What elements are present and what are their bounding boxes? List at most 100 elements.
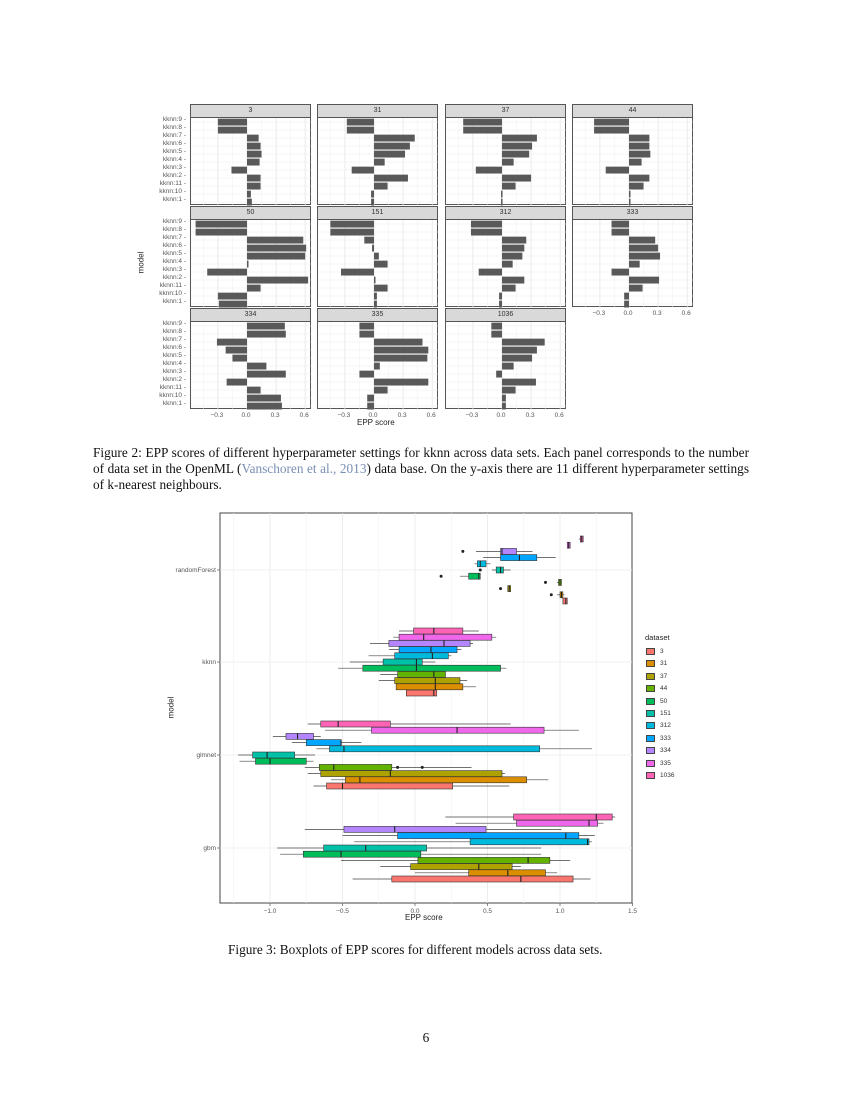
svg-text:gbm: gbm bbox=[203, 845, 216, 852]
x-tick-label: 0.6 bbox=[681, 310, 691, 317]
x-tick-label: −0.3 bbox=[210, 412, 224, 419]
facet-panel-37 bbox=[445, 117, 567, 206]
figure-2-xlabel: EPP score bbox=[357, 418, 395, 427]
legend-key-151 bbox=[646, 710, 655, 717]
y-tick-label: kknn:9 - bbox=[162, 218, 186, 225]
x-tick-label: 0.0 bbox=[623, 310, 633, 317]
svg-text:0.5: 0.5 bbox=[483, 908, 492, 915]
legend-label-37: 37 bbox=[660, 672, 668, 680]
svg-text:randomForest: randomForest bbox=[176, 567, 217, 574]
y-tick-label: kknn:5 - bbox=[162, 352, 186, 359]
legend-key-37 bbox=[646, 672, 655, 680]
citation-link[interactable]: Vanschoren et al., 2013 bbox=[241, 461, 367, 476]
y-tick-label: kknn:3 - bbox=[162, 164, 186, 171]
svg-text:0.0: 0.0 bbox=[410, 908, 419, 915]
legend-key-335 bbox=[646, 759, 655, 767]
x-tick-label: 0.0 bbox=[496, 412, 506, 419]
legend-key-3 bbox=[646, 648, 655, 655]
x-tick-label: −0.3 bbox=[337, 412, 351, 419]
x-tick-label: 0.0 bbox=[368, 412, 378, 419]
x-tick-label: 0.3 bbox=[525, 412, 535, 419]
x-tick-label: −0.3 bbox=[465, 412, 479, 419]
x-tick-label: 0.6 bbox=[299, 412, 309, 419]
facet-panel-44 bbox=[572, 117, 694, 206]
y-tick-label: kknn:9 - bbox=[162, 320, 186, 327]
legend-label-333: 333 bbox=[660, 734, 671, 742]
x-tick-label: 0.3 bbox=[652, 310, 662, 317]
y-tick-label: kknn:11 - bbox=[159, 282, 186, 289]
legend-key-50 bbox=[646, 697, 655, 705]
y-tick-label: kknn:5 - bbox=[162, 148, 186, 155]
y-tick-label: kknn:1 - bbox=[162, 298, 186, 305]
svg-text:−0.5: −0.5 bbox=[336, 908, 349, 915]
svg-text:1.0: 1.0 bbox=[555, 908, 564, 915]
facet-panel-334 bbox=[190, 321, 312, 410]
y-tick-label: kknn:6 - bbox=[162, 344, 186, 351]
y-tick-label: kknn:11 - bbox=[159, 180, 186, 187]
legend-key-31 bbox=[646, 660, 655, 668]
legend-key-44 bbox=[646, 685, 655, 693]
y-tick-label: kknn:7 - bbox=[162, 234, 186, 241]
svg-text:−1.0: −1.0 bbox=[264, 908, 277, 915]
facet-panel-312 bbox=[445, 219, 567, 308]
facet-panel-1036 bbox=[445, 321, 567, 410]
y-tick-label: kknn:10 - bbox=[159, 392, 186, 399]
y-tick-label: kknn:10 - bbox=[159, 188, 186, 195]
legend-key-334 bbox=[646, 747, 655, 755]
y-tick-label: kknn:8 - bbox=[162, 124, 186, 131]
legend-label-1036: 1036 bbox=[660, 772, 675, 779]
y-tick-label: kknn:6 - bbox=[162, 242, 186, 249]
caption-text-end: ) data base. On the y-axis there are 11 … bbox=[93, 461, 749, 492]
x-tick-label: −0.3 bbox=[592, 310, 606, 317]
y-tick-label: kknn:1 - bbox=[162, 400, 186, 407]
y-tick-label: kknn:4 - bbox=[162, 156, 186, 163]
facet-panel-3 bbox=[190, 117, 312, 206]
x-tick-label: 0.6 bbox=[426, 412, 436, 419]
x-tick-label: 0.0 bbox=[241, 412, 251, 419]
y-tick-label: kknn:11 - bbox=[159, 384, 186, 391]
facet-panel-151 bbox=[317, 219, 439, 308]
caption-text: Figure 2: EPP scores of different hyperp… bbox=[93, 445, 749, 476]
y-tick-label: kknn:7 - bbox=[162, 336, 186, 343]
figure-3-xlabel: EPP score bbox=[405, 913, 443, 922]
facet-panel-50 bbox=[190, 219, 312, 308]
y-tick-label: kknn:2 - bbox=[162, 172, 186, 179]
legend-label-151: 151 bbox=[660, 710, 671, 717]
y-tick-label: kknn:1 - bbox=[162, 196, 186, 203]
y-tick-label: kknn:10 - bbox=[159, 290, 186, 297]
legend-label-312: 312 bbox=[660, 722, 671, 730]
page-number: 6 bbox=[422, 1030, 430, 1045]
y-tick-label: kknn:8 - bbox=[162, 226, 186, 233]
legend-label-44: 44 bbox=[660, 685, 668, 693]
facet-panel-333 bbox=[572, 219, 694, 308]
legend-title: dataset bbox=[645, 633, 670, 642]
legend-key-1036 bbox=[646, 772, 655, 779]
y-tick-label: kknn:4 - bbox=[162, 360, 186, 367]
legend-label-335: 335 bbox=[660, 759, 671, 767]
legend-label-334: 334 bbox=[660, 747, 671, 755]
legend-key-333 bbox=[646, 734, 655, 742]
svg-text:glmnet: glmnet bbox=[196, 752, 216, 759]
y-tick-label: kknn:7 - bbox=[162, 132, 186, 139]
y-tick-label: kknn:5 - bbox=[162, 250, 186, 257]
y-tick-label: kknn:2 - bbox=[162, 376, 186, 383]
x-tick-label: 0.6 bbox=[554, 412, 564, 419]
svg-text:1.5: 1.5 bbox=[628, 908, 637, 915]
y-tick-label: kknn:8 - bbox=[162, 328, 186, 335]
y-tick-label: kknn:3 - bbox=[162, 266, 186, 273]
y-tick-label: kknn:9 - bbox=[162, 116, 186, 123]
facet-panel-31 bbox=[317, 117, 439, 206]
figure-3-ylabel: model bbox=[166, 696, 176, 719]
y-tick-label: kknn:3 - bbox=[162, 368, 186, 375]
figure-3-caption: Figure 3: Boxplots of EPP scores for dif… bbox=[228, 942, 603, 957]
legend-key-312 bbox=[646, 722, 655, 730]
facet-panel-335 bbox=[317, 321, 439, 410]
y-tick-label: kknn:6 - bbox=[162, 140, 186, 147]
svg-text:kknn: kknn bbox=[202, 659, 216, 666]
y-tick-label: kknn:2 - bbox=[162, 274, 186, 281]
legend-label-50: 50 bbox=[660, 697, 668, 705]
y-tick-label: kknn:4 - bbox=[162, 258, 186, 265]
legend-label-3: 3 bbox=[660, 648, 664, 655]
figure-2-caption: Figure 2: EPP scores of different hyperp… bbox=[93, 445, 749, 493]
